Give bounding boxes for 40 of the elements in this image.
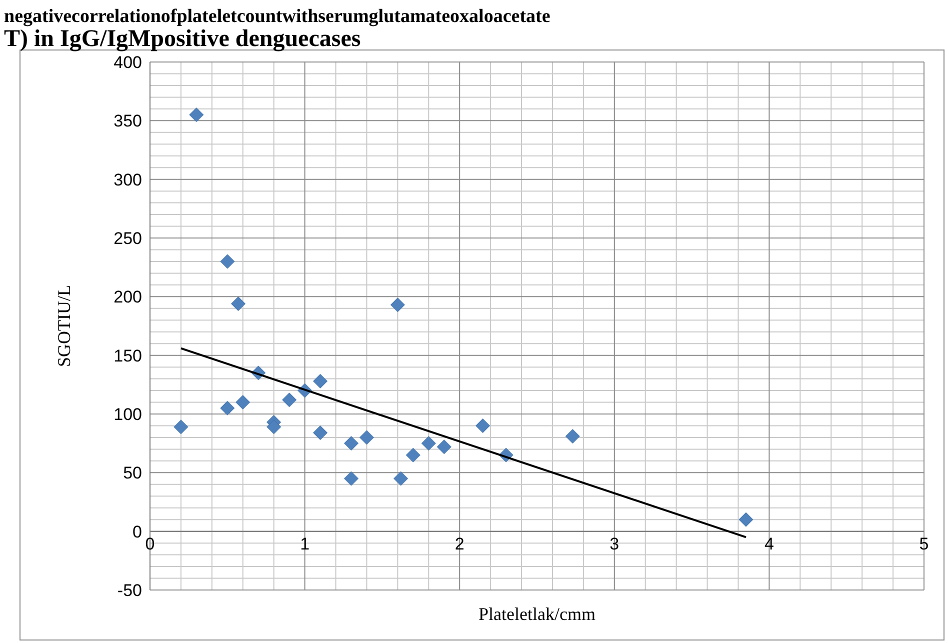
point	[236, 395, 250, 410]
x-tick-label: 1	[300, 534, 310, 554]
y-axis-title: SGOTIU/L	[54, 285, 74, 367]
point	[282, 392, 297, 408]
x-tick-label: 4	[764, 534, 774, 554]
point	[390, 298, 405, 312]
x-tick-label: 3	[610, 534, 620, 554]
point	[266, 420, 282, 434]
x-tick-label: 5	[919, 534, 929, 554]
point	[313, 374, 328, 388]
point	[344, 471, 358, 486]
point	[344, 436, 358, 451]
x-tick-label: 0	[145, 534, 155, 554]
x-axis-title: Plateletlak/cmm	[478, 604, 596, 624]
point	[406, 448, 420, 462]
point	[476, 418, 490, 433]
point	[738, 512, 754, 527]
point	[359, 430, 374, 445]
point	[174, 420, 188, 434]
point	[565, 429, 580, 444]
y-tick-label: -50	[117, 580, 142, 600]
point	[220, 400, 235, 416]
point	[220, 254, 235, 269]
y-tick-label: 350	[114, 112, 142, 131]
y-tick-label: 100	[114, 404, 142, 424]
y-tick-label: 0	[132, 522, 142, 542]
y-tick-label: 150	[114, 346, 142, 366]
x-tick-label: 2	[454, 534, 464, 554]
y-tick-label: 200	[114, 288, 142, 307]
point	[421, 436, 436, 451]
point	[189, 108, 204, 122]
y-tick-label: 250	[114, 228, 142, 248]
chart-title: negativecorrelationofplateletcountwithserumglutamateoxaloacetate T) in IgG/IgMpositive denguecases	[4, 6, 550, 52]
y-tick-label: 50	[123, 464, 142, 483]
point	[230, 296, 246, 311]
y-tick-label: 400	[114, 52, 142, 72]
point	[313, 426, 328, 440]
point	[394, 471, 408, 486]
y-tick-label: 300	[114, 170, 142, 190]
point	[436, 440, 452, 454]
